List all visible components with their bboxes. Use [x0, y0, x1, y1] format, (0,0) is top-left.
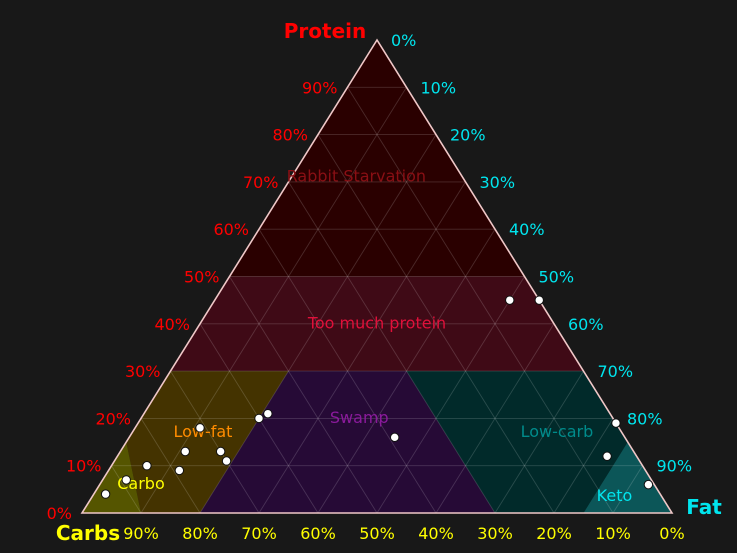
regions-layer	[82, 40, 672, 513]
grid-line	[140, 87, 407, 514]
axis-title-protein: Protein	[284, 19, 366, 43]
fat-tick-label: 0%	[391, 31, 416, 50]
protein-tick-label: 50%	[184, 268, 220, 287]
carbs-tick-label: 80%	[182, 524, 218, 543]
protein-tick-label: 80%	[272, 126, 308, 145]
data-point	[195, 423, 205, 433]
protein-tick-label: 30%	[125, 362, 161, 381]
grid-line	[347, 87, 614, 514]
data-point	[121, 475, 131, 485]
region-label-swamp: Swamp	[330, 408, 389, 427]
data-point	[254, 413, 264, 424]
region-too-much-protein	[170, 276, 584, 372]
data-point	[215, 446, 226, 457]
data-point	[263, 408, 273, 419]
grid-line	[111, 465, 142, 514]
protein-tick-label: 20%	[95, 409, 131, 428]
protein-tick-label: 0%	[47, 504, 72, 523]
grid-line	[317, 134, 555, 514]
grid-line	[612, 465, 643, 514]
triangle-frame	[80, 38, 674, 514]
fat-tick-label: 10%	[421, 78, 457, 97]
protein-tick-label: 40%	[154, 315, 190, 334]
grid-line	[258, 181, 466, 514]
region-low-fat	[126, 371, 289, 513]
protein-tick-label: 10%	[66, 457, 102, 476]
grid-line	[140, 418, 201, 514]
carbs-tick-label: 30%	[477, 524, 513, 543]
axis-title-fat: Fat	[686, 495, 722, 519]
region-label-low-carb: Low-carb	[521, 422, 594, 441]
data-point	[180, 446, 190, 457]
carbs-tick-label: 60%	[300, 524, 336, 543]
region-rabbit-starvation	[229, 40, 525, 277]
fat-tick-label: 50%	[539, 268, 575, 287]
carbs-tick-label: 40%	[418, 524, 454, 543]
carbs-tick-label: 20%	[536, 524, 572, 543]
fat-tick-label: 40%	[509, 220, 545, 239]
carbs-tick-label: 90%	[123, 524, 159, 543]
data-point	[221, 456, 232, 466]
protein-tick-label: 90%	[302, 78, 338, 97]
region-label-rabbit-starvation: Rabbit Starvation	[287, 167, 426, 186]
protein-tick-label: 60%	[213, 220, 249, 239]
fat-tick-label: 60%	[568, 315, 604, 334]
region-swamp	[200, 371, 495, 513]
data-point	[174, 465, 185, 476]
grid-line	[494, 370, 584, 514]
data-point	[505, 295, 515, 305]
grid-line	[229, 276, 378, 514]
region-label-too-much-protein: Too much protein	[307, 313, 446, 332]
data-point	[611, 418, 621, 428]
ticks-layer: 0% 10% 20% 30% 40% 50% 60% 70% 80% 90% 0% 10% 20% 30%…	[47, 31, 692, 543]
region-labels-layer: Rabbit Starvation Too much protein Low-fat…	[117, 167, 632, 505]
data-point	[100, 489, 111, 499]
fat-tick-label: 80%	[627, 409, 663, 428]
carbs-tick-label: 70%	[241, 524, 277, 543]
data-point	[534, 295, 544, 305]
region-keto	[583, 442, 672, 513]
data-point	[390, 432, 400, 443]
grid-layer	[111, 86, 643, 514]
data-point	[602, 451, 612, 461]
grid-line	[199, 134, 437, 514]
fat-tick-label: 30%	[480, 173, 516, 192]
grid-line	[288, 181, 496, 514]
data-point	[643, 479, 654, 490]
fat-tick-label: 90%	[657, 457, 693, 476]
data-point	[142, 461, 152, 471]
grid-line	[376, 276, 525, 514]
grid-line	[553, 418, 614, 514]
region-carbo	[82, 442, 141, 513]
axis-title-carbs: Carbs	[56, 521, 120, 545]
points-layer	[100, 295, 654, 499]
fat-tick-label: 70%	[598, 362, 634, 381]
carbs-tick-label: 10%	[595, 524, 631, 543]
grid-line	[258, 228, 437, 514]
grid-line	[170, 370, 260, 514]
fat-tick-label: 20%	[450, 126, 486, 145]
carbs-tick-label: 0%	[659, 524, 684, 543]
grid-line	[435, 323, 555, 514]
region-low-carb	[406, 371, 628, 513]
region-label-low-fat: Low-fat	[173, 422, 232, 441]
grid-line	[317, 228, 496, 514]
region-label-keto: Keto	[597, 486, 633, 505]
carbs-tick-label: 50%	[359, 524, 395, 543]
protein-tick-label: 70%	[243, 173, 279, 192]
